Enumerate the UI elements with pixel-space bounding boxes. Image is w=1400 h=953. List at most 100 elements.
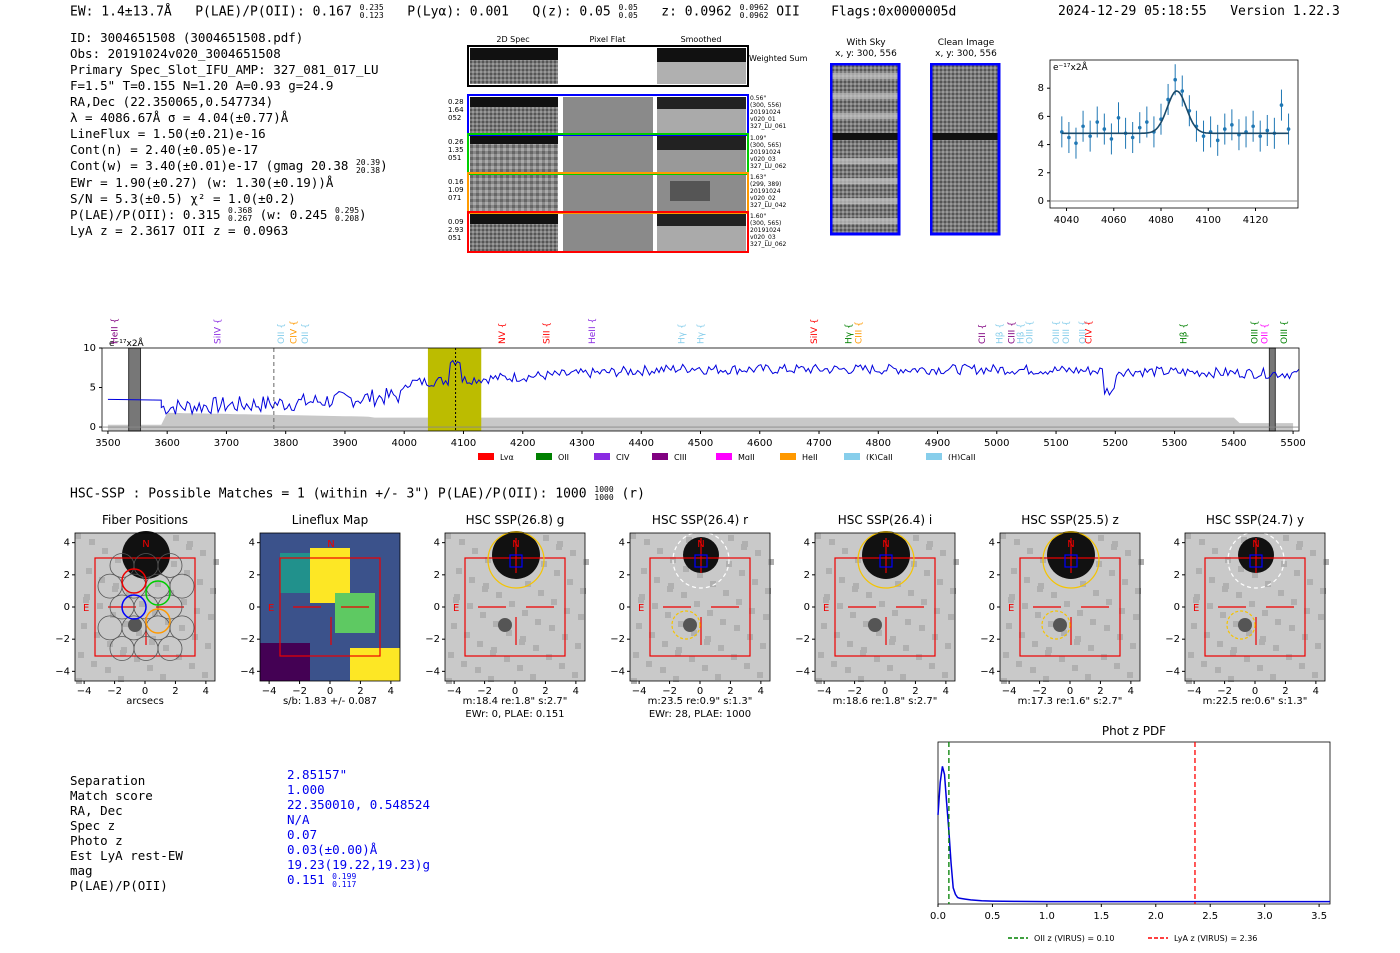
hsc-panel-caption: m:18.4 re:1.8" s:2.7" — [462, 696, 568, 707]
svg-text:4: 4 — [388, 686, 394, 697]
legend-swatch — [536, 453, 552, 460]
svg-text:4: 4 — [1128, 686, 1134, 697]
line-label: HeII { — [110, 318, 120, 344]
svg-text:0: 0 — [1252, 686, 1258, 697]
svg-text:0: 0 — [64, 602, 70, 613]
svg-text:N: N — [512, 539, 519, 550]
header-plya: P(Lyα): 0.001 — [407, 4, 509, 20]
spectrum-xtick: 3500 — [95, 438, 120, 449]
svg-text:2: 2 — [542, 686, 548, 697]
zoom-ytick: 2 — [1038, 168, 1044, 179]
pdf-frame — [937, 741, 1331, 905]
svg-text:0: 0 — [142, 686, 148, 697]
header-datetime: 2024-12-29 05:18:55 — [1058, 4, 1207, 19]
header-qz: Q(z): 0.05 — [532, 4, 611, 20]
svg-text:2: 2 — [64, 570, 70, 581]
pdf-xtick: 0.5 — [984, 911, 1000, 922]
zoom-point — [1095, 120, 1100, 124]
zoom-ytick: 0 — [1038, 196, 1044, 207]
svg-text:2: 2 — [1282, 686, 1288, 697]
svg-text:E: E — [638, 603, 644, 614]
hsc-panel-caption: m:22.5 re:0.6" s:1.3" — [1202, 696, 1308, 707]
zoom-line-fit-chart: 4040 4060 4080 4100 4120 0 2 4 6 8 e⁻¹⁷x2Å — [1038, 59, 1299, 226]
svg-text:−2: −2 — [425, 634, 440, 645]
masked-region — [1268, 347, 1276, 432]
line-label: OIII { — [1062, 320, 1072, 344]
col-2d-spec: 2D Spec — [496, 35, 530, 44]
spectrum-ylabel: e⁻¹⁷x2Å — [109, 337, 145, 349]
cutout-row-1 — [467, 133, 749, 175]
cutout-row-2 — [467, 172, 749, 214]
svg-text:E: E — [453, 603, 459, 614]
svg-text:4: 4 — [619, 538, 625, 549]
spectrum-xtick: 3700 — [214, 438, 239, 449]
legend-label: Lyα — [500, 453, 514, 460]
header-qz-hi: 0.05 — [618, 3, 638, 12]
svg-text:0: 0 — [619, 602, 625, 613]
info-params: F=1.5" T=0.155 N=1.20 A=0.93 g=24.9 — [70, 78, 334, 93]
hsc-panel-title: HSC SSP(26.8) g — [465, 513, 565, 527]
line-label: OIII { — [1052, 320, 1062, 344]
svg-text:N: N — [327, 539, 334, 550]
svg-text:−2: −2 — [662, 686, 677, 697]
svg-text:4: 4 — [64, 538, 70, 549]
header-flags: Flags:0x0000005d — [831, 4, 957, 20]
line-label: Hβ { — [1179, 323, 1189, 344]
zoom-point — [1230, 123, 1234, 127]
line-label: Hβ { — [996, 323, 1006, 344]
svg-text:2: 2 — [912, 686, 918, 697]
line-label: CII { — [978, 324, 988, 344]
zoom-point — [1166, 97, 1170, 102]
hsc-panel-image: N E −4 −4 −2 −2 0 0 2 2 4 4 — [795, 531, 959, 697]
legend-label: CIV — [616, 453, 630, 460]
line-label: SiIV { — [810, 318, 820, 344]
line-label: CIII { — [1008, 321, 1018, 344]
zoom-point — [1215, 138, 1220, 143]
row2-right: 1.63" (299, 389) 20191024 v020_02 327_LU_042 — [750, 174, 787, 209]
weighted-sum-label: Weighted Sum — [749, 54, 808, 63]
spectrum-xtick: 4000 — [391, 438, 416, 449]
line-label: CIV { — [289, 320, 299, 344]
spectrum-ytick: 0 — [90, 422, 96, 433]
match-value: 0.07 — [287, 827, 318, 842]
info-lineflux: LineFlux = 1.50(±0.21)e-16 — [70, 126, 266, 141]
info-radec: RA,Dec (22.350065,0.547734) — [70, 94, 274, 109]
match-key: Match score — [70, 788, 153, 803]
spectrum-xtick: 3900 — [332, 438, 357, 449]
zoom-xtick: 4100 — [1196, 215, 1221, 226]
svg-text:N: N — [1067, 539, 1074, 550]
full-spectrum-chart: 3500 3600 3700 3800 3900 4000 4100 4200 4300 4400… — [83, 318, 1306, 460]
header-plae-hi: 0.235 — [359, 3, 384, 12]
svg-text:−2: −2 — [240, 634, 255, 645]
hsc-panel-image: N E −4 −4 −2 −2 0 0 2 2 4 4 — [425, 531, 589, 697]
legend-swatch — [652, 453, 668, 460]
cutout-row-0 — [467, 94, 749, 136]
line-label: SiII { — [542, 322, 552, 344]
hsc-close: (r) — [621, 486, 645, 502]
match-value-plae: 0.151 0.199 0.117 — [287, 871, 357, 889]
svg-text:−4: −4 — [610, 666, 625, 677]
line-label: SiIV { — [214, 318, 224, 344]
svg-text:4: 4 — [249, 538, 255, 549]
svg-text:4: 4 — [1174, 538, 1180, 549]
svg-text:−2: −2 — [55, 634, 70, 645]
header-summary: EW: 1.4±13.7Å P(LAE)/P(OII): 0.167 0.235… — [70, 4, 956, 20]
svg-text:N: N — [1252, 539, 1259, 550]
row1-left: 0.26 1.35 051 — [448, 138, 464, 162]
hsc-panel-title: HSC SSP(26.4) r — [651, 513, 749, 527]
line-label: OIII { — [1280, 320, 1290, 344]
match-value: 1.000 — [287, 782, 325, 797]
spectrum-line — [107, 359, 1300, 416]
line-label: CIII { — [855, 321, 865, 344]
info-plae-hi: 0.368 — [228, 206, 253, 215]
spectrum-ytick: 10 — [83, 343, 96, 354]
legend-label: MgII — [738, 453, 755, 460]
svg-text:0: 0 — [434, 602, 440, 613]
info-lambda: λ = 4086.67Å σ = 4.04(±0.77)Å — [70, 110, 289, 125]
svg-text:2: 2 — [619, 570, 625, 581]
svg-text:0: 0 — [697, 686, 703, 697]
legend-label: (K)CaII — [866, 453, 893, 460]
pdf-xtick: 2.0 — [1148, 911, 1164, 922]
spectrum-xtick: 4400 — [629, 438, 654, 449]
hsc-panel-title: Lineflux Map — [291, 513, 369, 527]
